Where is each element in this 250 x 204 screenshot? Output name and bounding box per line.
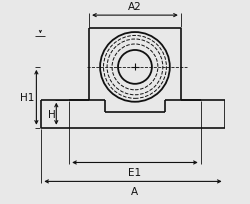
Text: A: A [132, 186, 138, 196]
Text: E1: E1 [128, 168, 141, 178]
Text: H1: H1 [20, 93, 34, 103]
Text: A2: A2 [128, 2, 142, 12]
Text: H: H [48, 109, 55, 119]
